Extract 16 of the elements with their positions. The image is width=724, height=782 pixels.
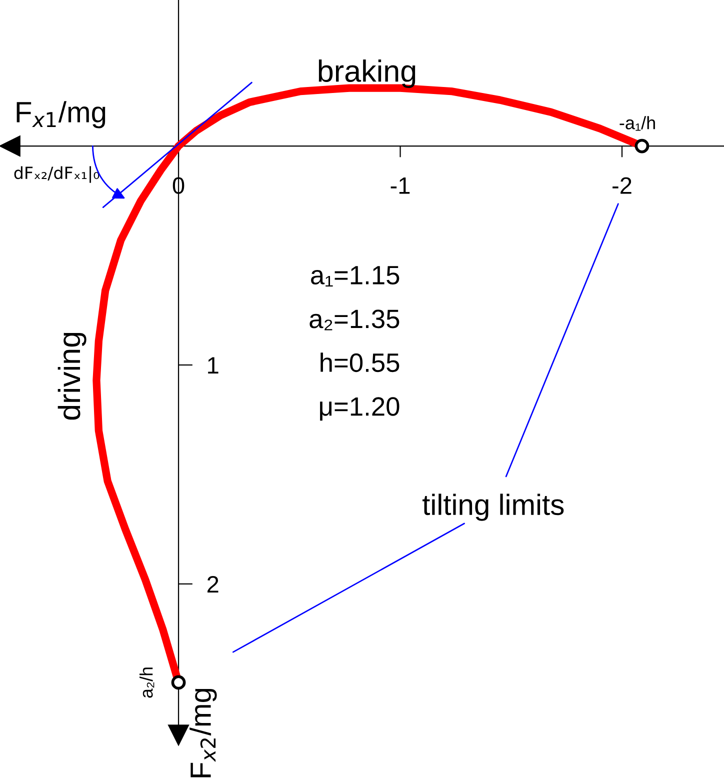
x-tick-label: -1 — [390, 177, 410, 194]
annotation: a₂/h — [140, 668, 154, 698]
annotation: h=0.55 — [320, 352, 400, 372]
annotation: driving — [58, 332, 86, 420]
x-tick-label: -2 — [612, 177, 632, 194]
annotation: a₂=1.35 — [310, 310, 400, 330]
x-axis-title: F$_{x1}$/mg — [16, 101, 106, 128]
annotation: tilting limits — [422, 494, 564, 521]
annotation: braking — [318, 60, 416, 88]
annotation: dFₓ₂/dFₓ₁|₀ — [14, 166, 100, 183]
y-tick-label: 2 — [207, 576, 218, 592]
y-tick-label: 1 — [208, 357, 218, 374]
annotation: μ=1.20 — [320, 397, 400, 421]
annotation: -a₁/h — [620, 116, 655, 131]
y-axis-title: F$_{x2}$/mg — [190, 688, 217, 778]
annotation: a₁=1.15 — [311, 266, 400, 286]
